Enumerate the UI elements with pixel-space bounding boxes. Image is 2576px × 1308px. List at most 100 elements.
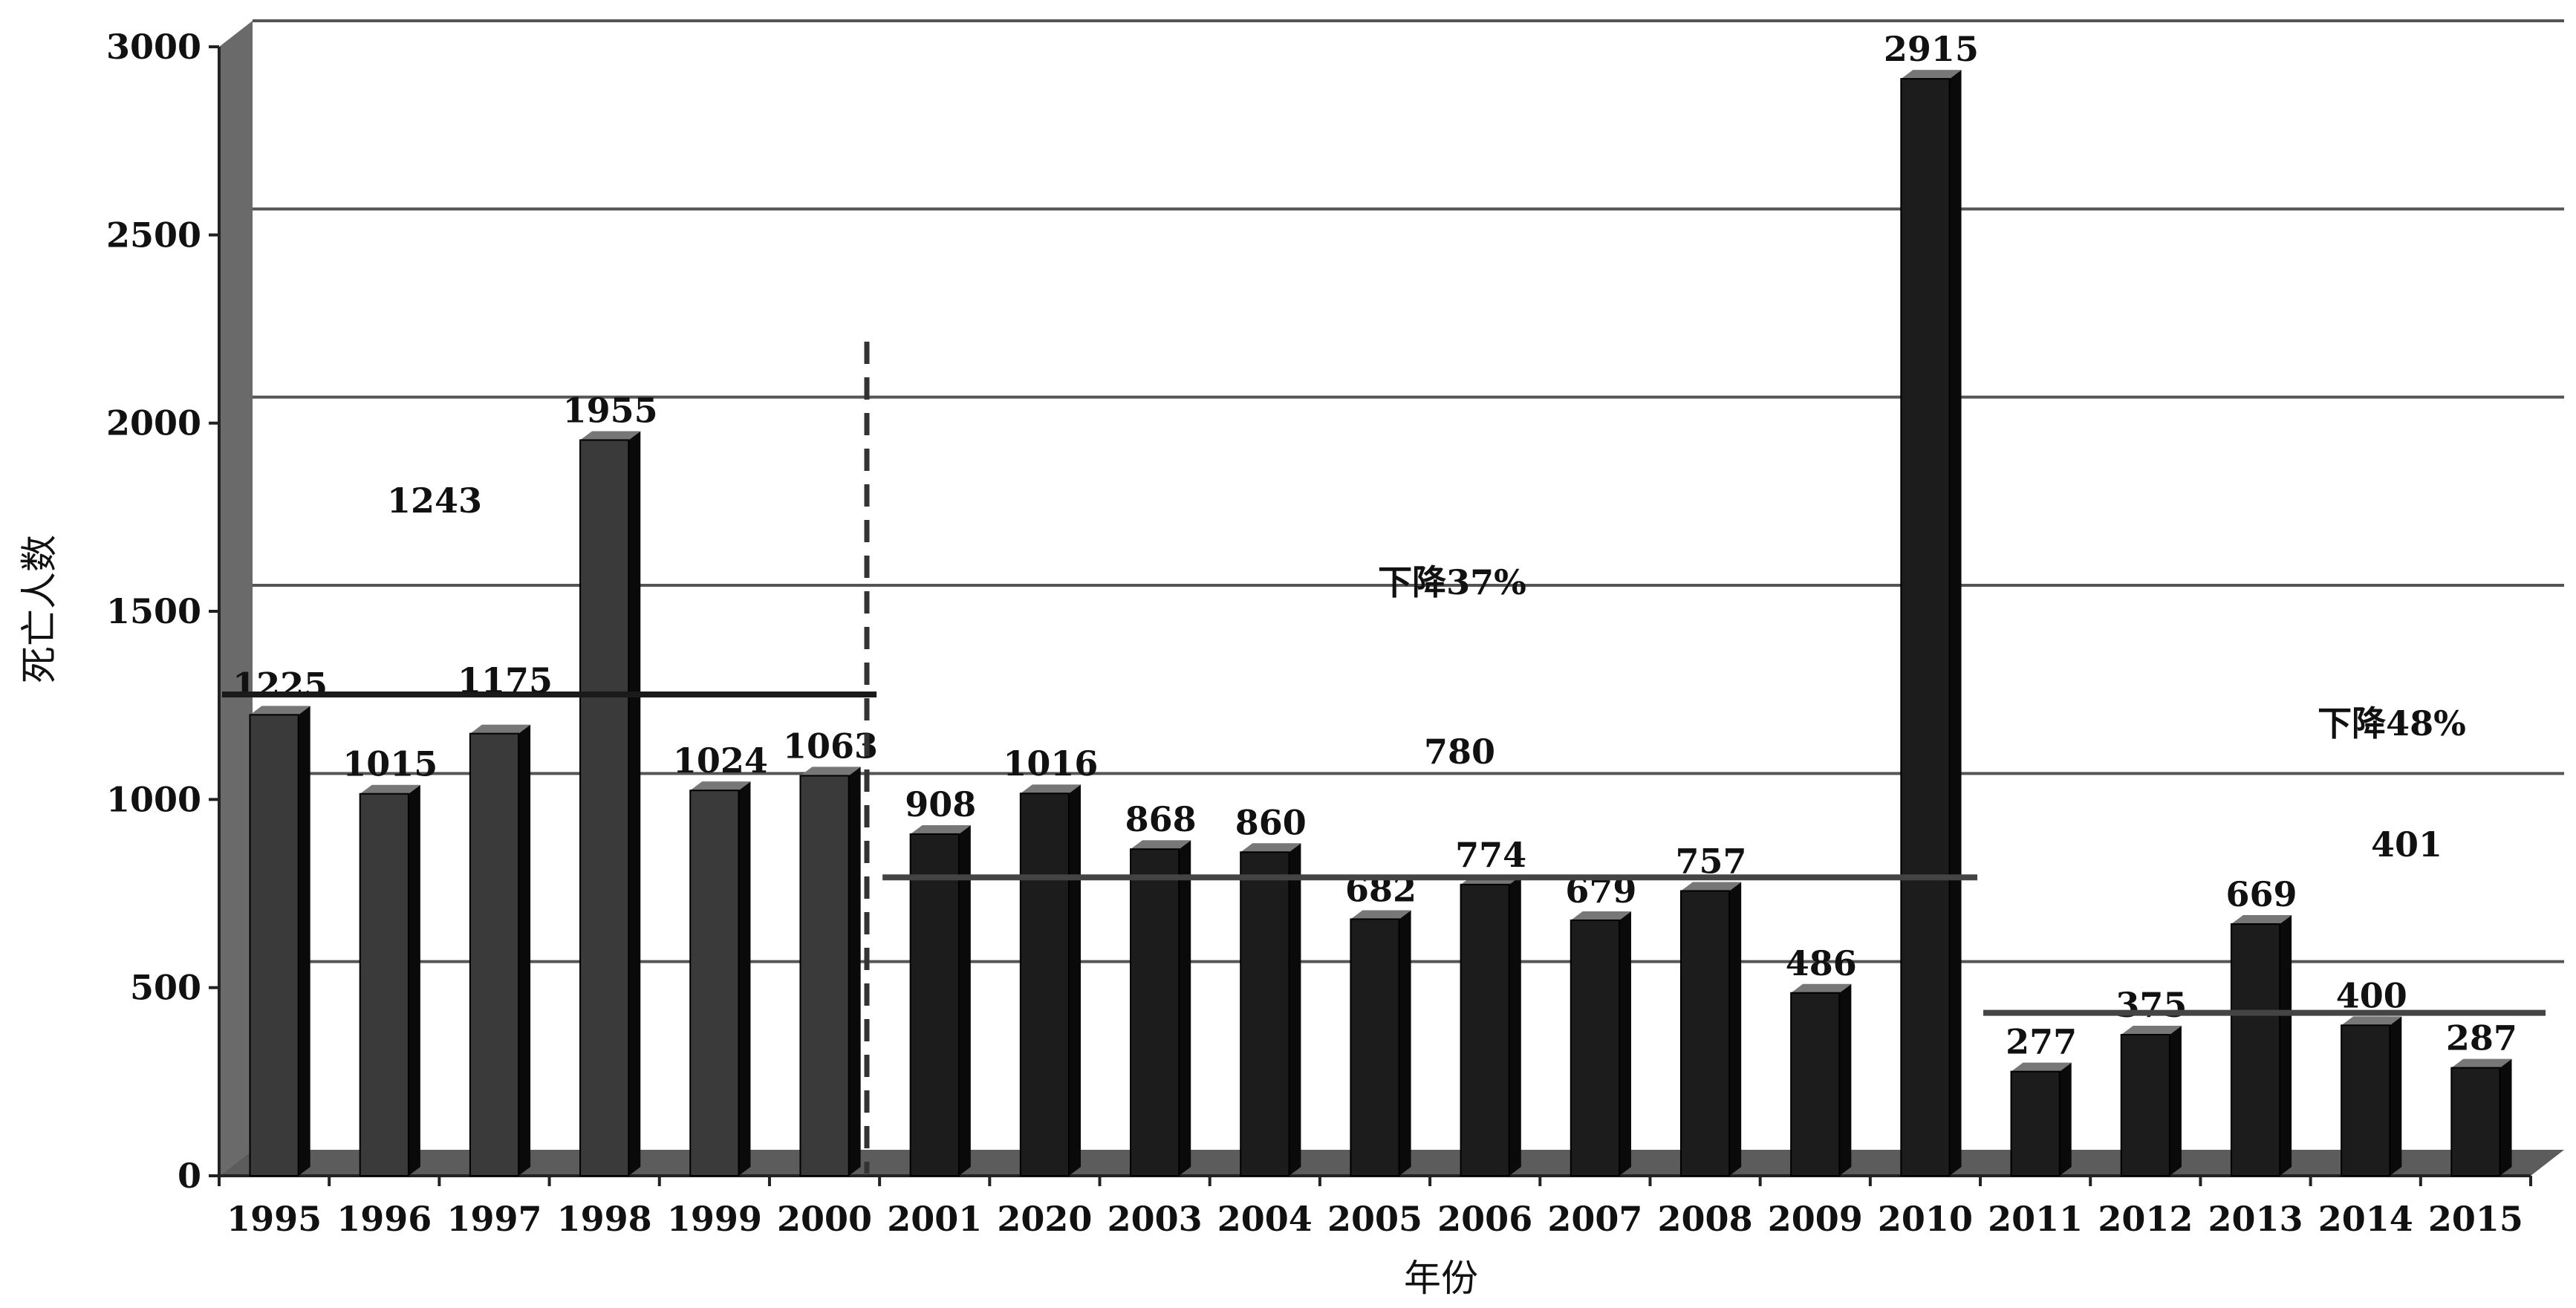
y-tick-label: 2000 [106, 403, 201, 443]
data-label: 400 [2336, 975, 2407, 1015]
bar [1019, 793, 1070, 1177]
x-tick-label: 2007 [1547, 1199, 1642, 1239]
y-tick-label: 1000 [106, 779, 201, 819]
data-label: 860 [1235, 802, 1307, 842]
x-tick-label: 2011 [1988, 1199, 2083, 1239]
data-label: 908 [905, 784, 976, 824]
x-tick-label: 2008 [1658, 1199, 1753, 1239]
bar [2341, 1024, 2391, 1177]
bar-top [1901, 70, 1962, 79]
x-tick-label: 1995 [227, 1199, 322, 1239]
bar-side [738, 781, 751, 1176]
bar-side [408, 784, 420, 1176]
annotation-period1-average: 1243 [387, 481, 482, 521]
annotation-period3-average: 401 [2371, 824, 2442, 865]
data-label: 1015 [342, 744, 438, 784]
bar [2010, 1070, 2061, 1177]
bar-side [1069, 784, 1082, 1176]
bar-side [298, 706, 310, 1176]
y-tick-label: 0 [178, 1156, 201, 1196]
x-tick-label: 2006 [1437, 1199, 1532, 1239]
x-tick-label: 2013 [2208, 1199, 2303, 1239]
bar-top [1350, 910, 1411, 920]
data-label: 1024 [673, 741, 768, 781]
bar [2230, 923, 2281, 1177]
bar-top [2451, 1058, 2512, 1068]
bar [249, 714, 299, 1177]
y-tick-label: 1500 [106, 591, 201, 631]
bar [1460, 883, 1510, 1177]
data-label: 1063 [783, 726, 878, 766]
y-axis-title: 死亡人数 [18, 535, 61, 683]
bar [1240, 851, 1290, 1177]
bar-side [2499, 1058, 2512, 1176]
bar [469, 732, 520, 1177]
bar-top [360, 784, 420, 794]
bar-side [518, 724, 531, 1176]
annotation-decline-37: 下降37% [1378, 562, 1526, 602]
bar-side [1289, 843, 1301, 1176]
bar-top [2121, 1026, 2182, 1035]
bar [1570, 919, 1620, 1177]
x-tick-label: 2005 [1327, 1199, 1422, 1239]
bar [359, 793, 409, 1177]
bar-top [469, 724, 531, 734]
y-tick-label: 2500 [106, 215, 201, 255]
bar-top [1680, 882, 1742, 891]
bar [799, 775, 850, 1177]
bar [579, 439, 630, 1177]
bar-top [580, 431, 641, 440]
bar [909, 833, 960, 1177]
bar [2450, 1067, 2501, 1177]
bar [1900, 78, 1951, 1177]
x-tick-label: 2004 [1217, 1199, 1313, 1239]
y-tick-label: 500 [130, 968, 201, 1008]
data-label: 277 [2006, 1022, 2077, 1062]
bar-top [1131, 840, 1191, 850]
bar-side [628, 431, 641, 1176]
data-label: 486 [1786, 943, 1857, 983]
data-label: 774 [1455, 835, 1526, 875]
bar-top [2011, 1062, 2072, 1072]
bar-side [1509, 875, 1521, 1176]
annotation-1997-value: 1175 [458, 660, 553, 700]
data-label: 669 [2226, 874, 2297, 914]
data-label: 2915 [1884, 29, 1979, 69]
left-wall [219, 21, 253, 1176]
bar-side [2390, 1016, 2402, 1176]
annotation-decline-48: 下降48% [2318, 703, 2466, 744]
x-tick-label: 2003 [1108, 1199, 1203, 1239]
bar [689, 790, 740, 1177]
x-tick-label: 2009 [1768, 1199, 1863, 1239]
x-tick-label: 2001 [887, 1199, 982, 1239]
data-label: 287 [2446, 1018, 2517, 1058]
x-tick-label: 1999 [667, 1199, 762, 1239]
data-label: 868 [1125, 799, 1197, 839]
x-tick-label: 1997 [446, 1199, 541, 1239]
bar-side [958, 824, 971, 1176]
bar-top [690, 781, 751, 791]
bar [1130, 848, 1180, 1177]
data-label: 1225 [232, 665, 328, 705]
bar-side [1179, 840, 1191, 1176]
data-label: 1955 [563, 390, 658, 430]
x-tick-label: 2000 [777, 1199, 872, 1239]
bar [1790, 992, 1841, 1177]
bar-top [2341, 1016, 2402, 1026]
bar-side [848, 767, 861, 1176]
bar-top [1020, 784, 1082, 794]
bar-top [1570, 911, 1631, 920]
bar-side [1399, 910, 1411, 1176]
x-axis-title: 年份 [1404, 1257, 1478, 1300]
x-tick-label: 1998 [557, 1199, 652, 1239]
bar-top [800, 767, 861, 776]
x-tick-label: 2015 [2428, 1199, 2523, 1239]
x-tick-label: 2020 [997, 1199, 1092, 1239]
bar-side [1729, 882, 1742, 1176]
bar [2120, 1034, 2170, 1177]
annotation-period2-average: 780 [1424, 732, 1495, 772]
data-label: 375 [2115, 985, 2187, 1025]
x-tick-label: 2012 [2098, 1199, 2193, 1239]
bar-side [1619, 911, 1631, 1176]
